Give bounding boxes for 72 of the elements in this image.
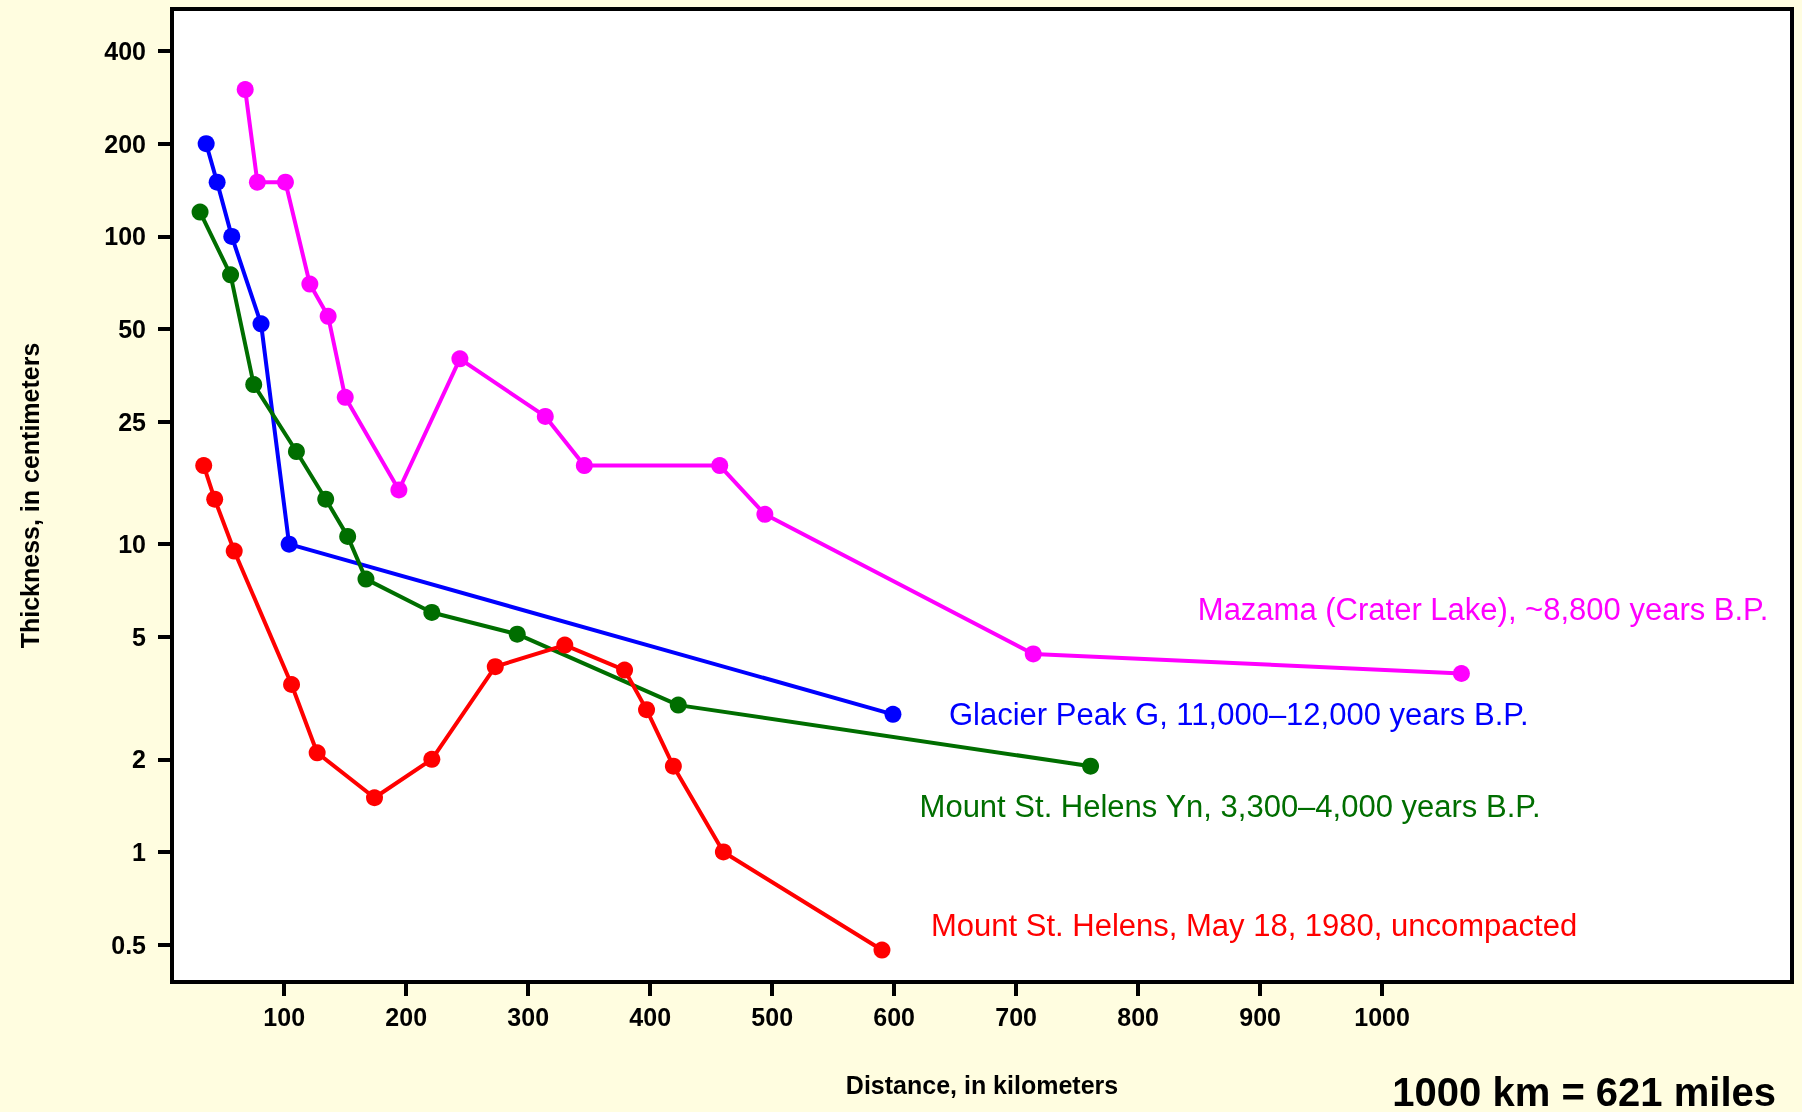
point (873, 941, 891, 959)
x-tick-label: 400 (629, 1002, 672, 1031)
point (616, 661, 634, 679)
point (714, 843, 732, 861)
point (280, 535, 298, 553)
point (191, 203, 209, 221)
point (451, 350, 469, 368)
y-tick-label: 50 (118, 315, 146, 344)
x-tick-label: 900 (1239, 1002, 1281, 1031)
point (287, 443, 305, 461)
point (336, 388, 354, 406)
point (423, 750, 441, 768)
point (366, 789, 383, 807)
x-axis-title: Distance, in kilometers (845, 1070, 1119, 1099)
point (252, 315, 270, 333)
y-tick-label: 400 (104, 37, 146, 66)
y-tick-label: 1 (132, 837, 147, 866)
point (575, 457, 593, 475)
y-tick-label: 5 (132, 622, 147, 651)
point (317, 490, 335, 508)
point (225, 542, 243, 560)
point (486, 658, 504, 676)
series-label: Mount St. Helens, May 18, 1980, uncompacted (930, 907, 1578, 943)
point (197, 135, 215, 153)
point (357, 570, 375, 588)
point (319, 307, 337, 325)
x-tick-label: 600 (873, 1002, 916, 1031)
point (222, 266, 240, 284)
point (245, 376, 263, 394)
series-label: Mazama (Crater Lake), ~8,800 years B.P. (1197, 592, 1769, 628)
point (283, 676, 301, 693)
point (536, 407, 554, 425)
point (208, 173, 226, 191)
point (884, 705, 902, 723)
x-tick-label: 500 (751, 1002, 794, 1031)
point (308, 744, 326, 762)
point (423, 603, 441, 621)
point (1082, 757, 1100, 775)
point (223, 227, 241, 245)
y-tick-label: 100 (104, 222, 146, 251)
point (301, 275, 319, 293)
point (669, 696, 687, 714)
point (206, 490, 224, 508)
y-tick-label: 25 (118, 407, 147, 436)
y-axis-title: Thickness, in centimeters (15, 342, 44, 649)
y-tick-label: 2 (132, 745, 146, 774)
text: 1000 km = 621 miles (1392, 1070, 1777, 1112)
point (664, 757, 682, 775)
y-tick-label: 0.5 (111, 930, 147, 959)
x-tick-label: 800 (1117, 1002, 1159, 1031)
y-tick-label: 10 (118, 530, 146, 559)
point (711, 457, 729, 475)
point (1452, 665, 1470, 682)
point (556, 636, 574, 654)
point (508, 625, 526, 643)
x-tick-label: 700 (995, 1002, 1038, 1031)
point (195, 457, 213, 475)
x-tick-label: 300 (507, 1002, 550, 1031)
x-tick-label: 200 (385, 1002, 428, 1031)
point (390, 481, 408, 499)
series-label: Mount St. Helens Yn, 3,300–4,000 years B.P. (919, 788, 1541, 824)
point (638, 701, 656, 719)
point (276, 173, 294, 191)
point (1024, 645, 1042, 663)
point (236, 81, 254, 99)
point (248, 173, 266, 191)
x-tick-label: 100 (263, 1002, 306, 1031)
series-label: Glacier Peak G, 11,000–12,000 years B.P. (948, 696, 1529, 732)
point (756, 505, 774, 523)
y-tick-label: 200 (104, 129, 146, 158)
x-tick-label: 1000 (1354, 1002, 1410, 1031)
point (339, 527, 357, 545)
